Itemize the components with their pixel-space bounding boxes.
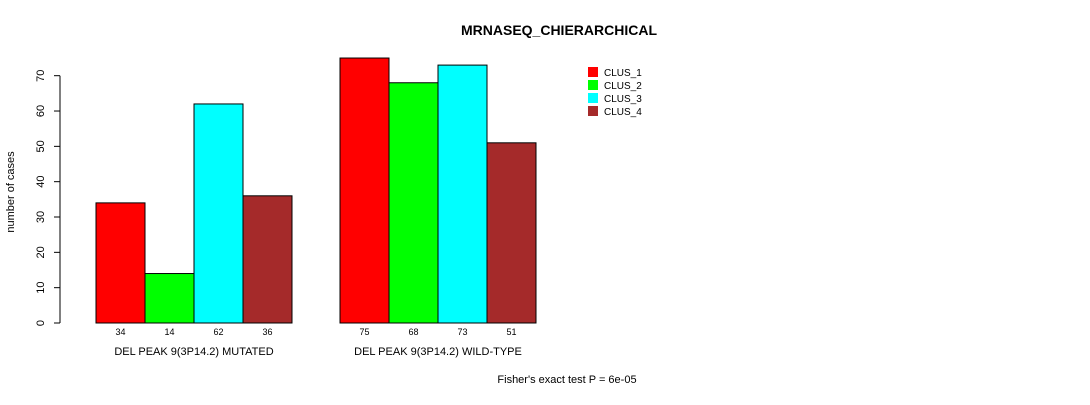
bar xyxy=(437,64,488,324)
bar-value-label: 36 xyxy=(262,327,272,337)
bar-value-label: 68 xyxy=(408,327,418,337)
x-category-label: DEL PEAK 9(3P14.2) WILD-TYPE xyxy=(354,346,522,358)
bar-value-label: 14 xyxy=(164,327,174,337)
legend: CLUS_1 CLUS_2 CLUS_3 CLUS_4 xyxy=(588,67,642,118)
legend-label: CLUS_2 xyxy=(604,81,642,92)
y-tick-label: 10 xyxy=(35,282,47,294)
y-tick-label: 50 xyxy=(35,140,47,152)
bar xyxy=(339,57,390,324)
bar xyxy=(193,103,244,324)
bar-value-label: 34 xyxy=(115,327,125,337)
fisher-test-footnote: Fisher's exact test P = 6e-05 xyxy=(497,374,636,386)
bar xyxy=(486,142,537,324)
y-tick-label: 40 xyxy=(35,176,47,188)
bar-value-label: 75 xyxy=(359,327,369,337)
legend-swatch xyxy=(588,106,598,116)
bar xyxy=(388,82,439,324)
chart-title: MRNASEQ_CHIERARCHICAL xyxy=(461,22,657,38)
bars: 34 14 62 36 DEL PEAK 9(3P14.2) MUTATED 75 68 73… xyxy=(95,57,537,358)
y-tick-label: 20 xyxy=(35,246,47,258)
legend-label: CLUS_3 xyxy=(604,94,642,105)
bar xyxy=(242,195,293,324)
y-tick-label: 60 xyxy=(35,105,47,117)
y-axis-label: number of cases xyxy=(5,151,17,233)
y-tick-label: 0 xyxy=(35,320,47,326)
bar-value-label: 62 xyxy=(213,327,223,337)
legend-swatch xyxy=(588,93,598,103)
legend-swatch xyxy=(588,80,598,90)
bar-value-label: 51 xyxy=(506,327,516,337)
y-axis: 0 10 20 30 40 50 60 70 xyxy=(35,70,61,326)
bar xyxy=(95,202,146,324)
legend-swatch xyxy=(588,67,598,77)
x-category-label: DEL PEAK 9(3P14.2) MUTATED xyxy=(114,346,273,358)
legend-label: CLUS_4 xyxy=(604,107,642,118)
bar xyxy=(144,273,195,324)
y-tick-label: 70 xyxy=(35,70,47,82)
legend-label: CLUS_1 xyxy=(604,68,642,79)
bar-value-label: 73 xyxy=(457,327,467,337)
y-tick-label: 30 xyxy=(35,211,47,223)
